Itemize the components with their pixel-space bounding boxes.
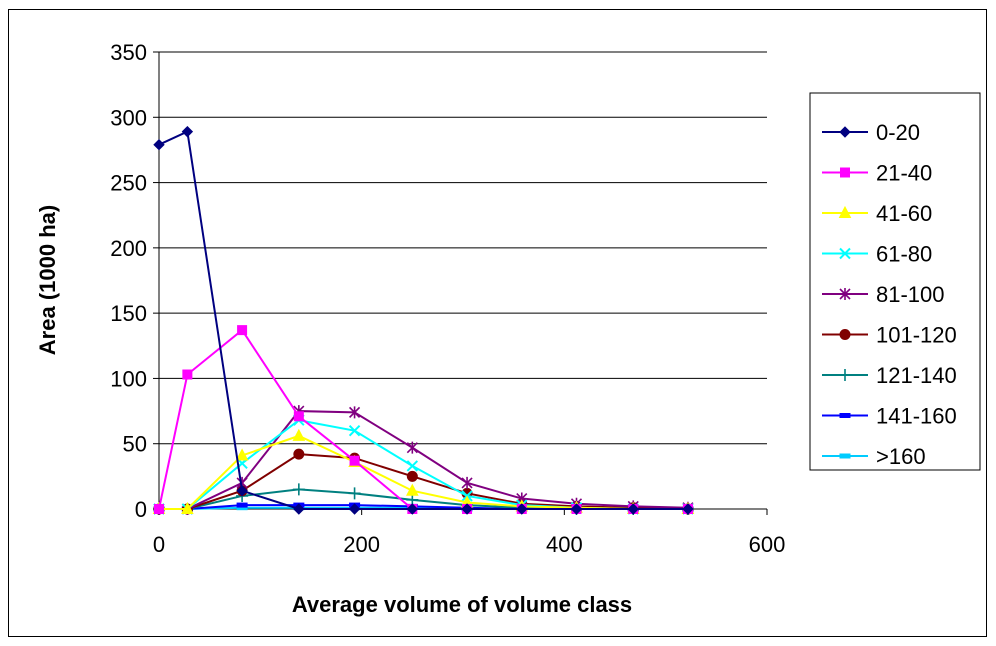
data-point xyxy=(293,448,305,460)
axes xyxy=(153,51,768,515)
y-tick-label: 350 xyxy=(110,40,147,65)
data-point xyxy=(406,470,418,482)
data-point xyxy=(406,441,418,454)
data-point xyxy=(236,502,248,508)
series-61-80 xyxy=(153,414,694,515)
legend-item: 81-100 xyxy=(822,282,945,307)
y-tick-label: 150 xyxy=(110,301,147,326)
legend-label: 121-140 xyxy=(876,363,957,388)
legend-label: 101-120 xyxy=(876,323,957,348)
legend-marker xyxy=(839,126,851,138)
legend-marker xyxy=(839,453,851,459)
series-121-140 xyxy=(153,483,694,515)
y-tick-label: 0 xyxy=(135,497,147,522)
data-point xyxy=(406,503,419,515)
legend: 0-20 21-40 41-60 61-80 81-100 101-120 121-140 1… xyxy=(822,120,957,469)
data-point xyxy=(292,428,306,441)
x-tick-label: 200 xyxy=(343,532,380,557)
data-point xyxy=(461,476,473,489)
data-point xyxy=(181,125,194,138)
data-point xyxy=(570,503,583,515)
y-tick-label: 200 xyxy=(110,236,147,261)
data-point xyxy=(153,138,165,151)
data-point xyxy=(237,325,248,336)
data-point xyxy=(627,503,639,515)
legend-item: >160 xyxy=(822,444,926,469)
legend-item: 21-40 xyxy=(822,161,932,186)
legend-label: 21-40 xyxy=(876,161,932,186)
legend-item: 141-160 xyxy=(822,404,957,429)
data-point xyxy=(461,503,473,515)
data-point xyxy=(406,483,419,496)
y-tick-label: 300 xyxy=(110,105,147,130)
gridlines xyxy=(159,51,767,445)
x-tick-label: 0 xyxy=(153,532,165,557)
legend-marker xyxy=(839,413,851,418)
tick-labels: 0 50 100 150 200 250 300 350 0 200 400 600 xyxy=(110,40,785,557)
series-0-20 xyxy=(153,125,694,515)
data-point xyxy=(154,504,164,514)
y-tick-label: 50 xyxy=(123,432,147,457)
legend-box xyxy=(809,92,981,471)
legend-marker xyxy=(839,247,851,260)
series-line xyxy=(158,130,688,510)
legend-item: 61-80 xyxy=(822,242,932,267)
legend-item: 41-60 xyxy=(822,201,932,226)
legend-marker xyxy=(839,288,851,300)
data-point xyxy=(348,487,361,500)
legend-marker xyxy=(838,205,852,218)
y-tick-label: 100 xyxy=(110,366,147,391)
x-axis-title: Average volume of volume class xyxy=(292,592,632,617)
data-point xyxy=(348,424,361,437)
data-point xyxy=(293,411,304,422)
legend-item: 101-120 xyxy=(822,323,957,348)
legend-label: 61-80 xyxy=(876,242,932,267)
legend-label: 81-100 xyxy=(876,282,945,307)
data-point xyxy=(293,503,305,515)
data-point xyxy=(181,501,194,514)
x-tick-label: 400 xyxy=(546,532,583,557)
legend-label: 141-160 xyxy=(876,404,957,429)
data-point xyxy=(182,369,193,380)
series-line xyxy=(158,328,688,510)
legend-label: 0-20 xyxy=(876,120,920,145)
data-point xyxy=(236,485,248,497)
data-point xyxy=(349,406,361,419)
series-group xyxy=(152,125,695,515)
series-101-120 xyxy=(153,448,694,515)
x-tick-label: 600 xyxy=(749,532,786,557)
data-point xyxy=(349,455,360,466)
data-point xyxy=(348,503,361,515)
legend-marker xyxy=(840,167,850,178)
data-point xyxy=(292,483,305,496)
legend-item: 0-20 xyxy=(822,120,920,145)
data-point xyxy=(682,503,694,515)
legend-label: >160 xyxy=(876,444,926,469)
y-tick-label: 250 xyxy=(110,171,147,196)
y-axis-title: Area (1000 ha) xyxy=(35,205,60,355)
data-point xyxy=(235,448,249,461)
legend-marker xyxy=(839,329,851,340)
legend-label: 41-60 xyxy=(876,201,932,226)
data-point xyxy=(406,460,419,472)
data-point xyxy=(516,503,528,515)
legend-marker xyxy=(839,369,851,381)
legend-item: 121-140 xyxy=(822,363,957,388)
